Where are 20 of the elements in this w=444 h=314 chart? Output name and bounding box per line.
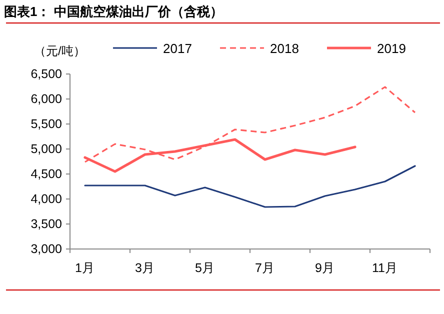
- legend-label: 2017: [163, 41, 192, 56]
- y-tick-label: 4,500: [30, 167, 62, 181]
- y-tick-label: 5,500: [30, 117, 62, 131]
- line-series: [84, 165, 416, 208]
- x-tick-label: 11月: [372, 261, 398, 275]
- legend-label: 2019: [377, 41, 406, 56]
- y-tick-label: 6,000: [30, 92, 62, 106]
- x-tick-label: 7月: [255, 261, 275, 275]
- x-tick-label: 1月: [75, 261, 95, 275]
- y-tick-label: 6,500: [30, 67, 62, 81]
- y-axis-title: （元/吨）: [34, 44, 86, 58]
- x-tick-label: 3月: [135, 261, 155, 275]
- x-tick-label: 9月: [315, 261, 335, 275]
- y-tick-label: 4,000: [30, 192, 62, 206]
- legend-label: 2018: [270, 41, 299, 56]
- y-tick-label: 3,500: [30, 217, 62, 231]
- y-tick-label: 5,000: [30, 142, 62, 156]
- chart-title: 图表1： 中国航空煤油出厂价（含税）: [4, 4, 223, 19]
- y-tick-label: 3,000: [30, 242, 62, 256]
- x-tick-label: 5月: [195, 261, 215, 275]
